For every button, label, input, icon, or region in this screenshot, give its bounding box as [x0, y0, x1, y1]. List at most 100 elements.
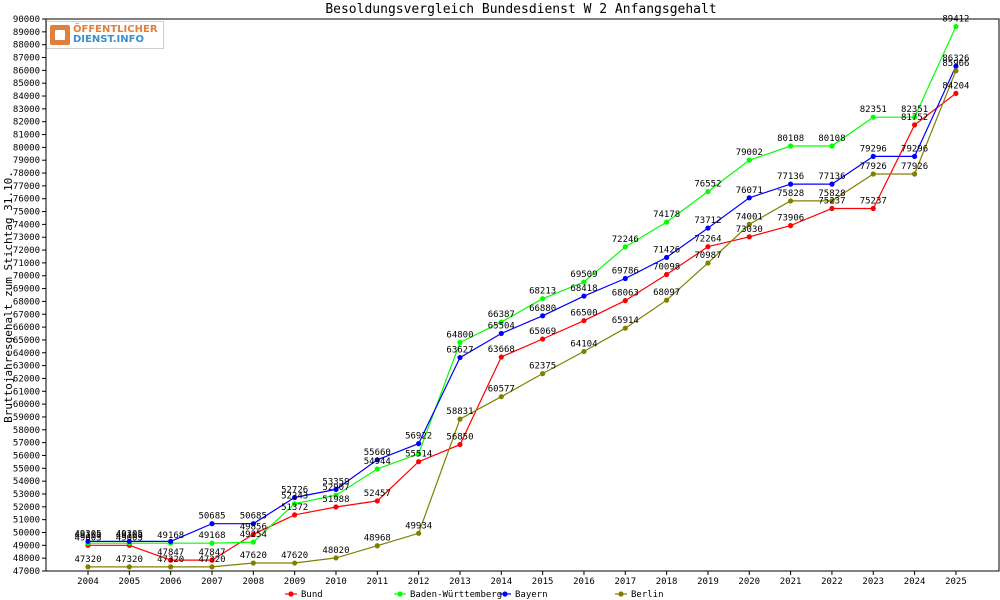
data-point-berlin	[581, 348, 587, 355]
legend-marker-berlin	[618, 591, 624, 597]
data-point-bayern	[250, 521, 256, 527]
data-point-baden-w-rttemberg	[292, 501, 298, 507]
data-point-bayern	[498, 330, 504, 337]
data-label: 89412	[942, 15, 969, 25]
data-label: 72246	[612, 235, 639, 245]
x-tick-label: 2009	[284, 577, 306, 587]
y-tick-label: 87000	[13, 54, 40, 64]
y-tick-label: 90000	[13, 15, 40, 25]
data-label: 80108	[777, 134, 804, 144]
data-point-berlin	[912, 171, 918, 177]
y-tick-label: 53000	[13, 490, 40, 500]
y-tick-label: 70000	[13, 272, 40, 282]
data-point-bayern	[953, 63, 959, 69]
data-label: 76071	[736, 186, 763, 196]
y-tick-label: 48000	[13, 554, 40, 564]
data-label: 50685	[198, 512, 225, 522]
y-tick-label: 50000	[13, 528, 40, 538]
y-tick-label: 57000	[13, 439, 40, 449]
data-label: 73712	[694, 216, 721, 226]
data-point-bayern	[126, 538, 132, 545]
data-label: 75828	[777, 189, 804, 199]
x-tick-label: 2011	[366, 577, 388, 587]
data-point-baden-w-rttemberg	[664, 219, 670, 225]
y-tick-label: 72000	[13, 246, 40, 256]
data-label: 68418	[570, 284, 597, 294]
data-point-bund	[374, 498, 380, 504]
x-tick-label: 2004	[77, 577, 99, 587]
data-label: 52243	[281, 492, 308, 502]
data-label: 69786	[612, 266, 639, 276]
y-tick-label: 88000	[13, 41, 40, 51]
x-tick-label: 2013	[449, 577, 471, 587]
data-label: 56850	[446, 433, 473, 443]
y-tick-label: 64000	[13, 349, 40, 359]
y-tick-label: 79000	[13, 156, 40, 166]
data-point-berlin	[498, 394, 504, 400]
data-point-bund	[664, 271, 670, 278]
data-label: 63627	[446, 346, 473, 356]
data-label: 47320	[157, 555, 184, 565]
data-point-baden-w-rttemberg	[705, 189, 711, 195]
y-tick-label: 75000	[13, 208, 40, 218]
y-tick-label: 69000	[13, 285, 40, 295]
data-point-berlin	[746, 221, 752, 227]
data-point-berlin	[126, 564, 132, 570]
data-point-baden-w-rttemberg	[498, 319, 504, 325]
data-label: 47320	[198, 555, 225, 565]
data-label: 47320	[116, 555, 143, 565]
y-tick-label: 71000	[13, 259, 40, 269]
data-point-bund	[457, 441, 463, 448]
data-point-bund	[788, 223, 794, 229]
data-label: 70098	[653, 262, 680, 272]
data-label: 64800	[446, 330, 473, 340]
data-point-bayern	[870, 153, 876, 160]
data-label: 47847	[198, 548, 225, 558]
data-label: 49168	[157, 531, 184, 541]
y-tick-label: 58000	[13, 426, 40, 436]
y-tick-label: 49000	[13, 541, 40, 551]
data-label: 73906	[777, 214, 804, 224]
data-point-baden-w-rttemberg	[416, 451, 422, 457]
data-point-bayern	[416, 441, 422, 447]
y-tick-label: 60000	[13, 400, 40, 410]
data-point-berlin	[705, 260, 711, 266]
x-tick-label: 2020	[738, 577, 760, 587]
data-point-berlin	[209, 564, 215, 570]
data-label: 52907	[322, 483, 349, 493]
data-label: 82351	[860, 105, 887, 115]
x-tick-label: 2012	[408, 577, 430, 587]
data-point-baden-w-rttemberg	[912, 114, 918, 120]
data-label: 48968	[364, 534, 391, 544]
data-point-berlin	[168, 564, 174, 570]
y-axis-label: Bruttojahresgehalt zum Stichtag 31.10.	[2, 171, 15, 423]
data-point-bayern	[622, 275, 628, 282]
y-tick-label: 54000	[13, 477, 40, 487]
logo-text-line1: ÖFFENTLICHER	[73, 24, 158, 35]
data-point-berlin	[664, 297, 670, 303]
series-line-berlin	[88, 70, 957, 568]
data-label: 49168	[116, 531, 143, 541]
data-label: 70987	[694, 251, 721, 261]
data-label: 47620	[240, 551, 267, 561]
data-point-bund	[622, 298, 628, 304]
data-label: 66387	[488, 310, 515, 320]
y-tick-label: 80000	[13, 143, 40, 153]
x-tick-label: 2021	[780, 577, 802, 587]
data-point-baden-w-rttemberg	[457, 339, 463, 346]
data-label: 52457	[364, 489, 391, 499]
y-tick-label: 78000	[13, 169, 40, 179]
y-tick-label: 65000	[13, 336, 40, 346]
data-point-berlin	[953, 68, 959, 74]
y-tick-label: 77000	[13, 182, 40, 192]
logo-text-line2: DIENST.INFO	[73, 34, 144, 45]
data-point-berlin	[870, 171, 876, 177]
data-label: 71426	[653, 245, 680, 255]
data-point-bund	[168, 557, 174, 563]
data-point-berlin	[374, 543, 380, 549]
data-label: 65069	[529, 327, 556, 337]
y-tick-label: 82000	[13, 118, 40, 128]
data-label: 51988	[322, 495, 349, 505]
y-tick-label: 83000	[13, 105, 40, 115]
x-tick-label: 2019	[697, 577, 719, 587]
